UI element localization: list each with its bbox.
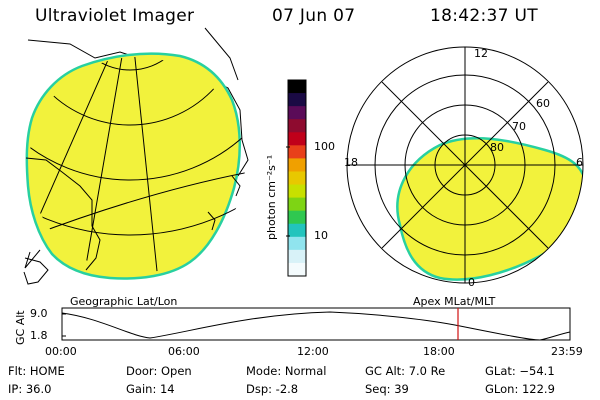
- colorbar-segment: [288, 93, 306, 107]
- alt-xtick-0600: 06:00: [168, 345, 200, 358]
- colorbar-tick-100: 100: [314, 140, 335, 153]
- colorbar-segment: [288, 236, 306, 251]
- colorbar-tick-10: 10: [314, 229, 328, 242]
- info-mode: Mode: Normal: [246, 364, 327, 378]
- colorbar-segment: [288, 106, 306, 120]
- mlat-label-60: 60: [536, 97, 550, 110]
- colorbar-segment: [288, 80, 306, 94]
- geographic-image: [23, 27, 249, 285]
- alt-ytick-1.8: 1.8: [30, 329, 48, 342]
- instrument-title: Ultraviolet Imager: [35, 6, 195, 26]
- colorbar-segment: [288, 132, 306, 146]
- polar-aurora-oval: [396, 136, 583, 281]
- info-seq: Seq: 39: [365, 382, 409, 396]
- mlt-label-12: 12: [474, 47, 488, 60]
- colorbar: [287, 79, 307, 277]
- mlat-label-70: 70: [512, 120, 526, 133]
- mlat-label-80: 80: [490, 141, 504, 154]
- colorbar-segment: [288, 171, 306, 186]
- alt-xtick-2359: 23:59: [551, 345, 583, 358]
- info-glon: GLon: 122.9: [485, 382, 555, 396]
- observation-time: 18:42:37 UT: [430, 6, 538, 26]
- altitude-plot: [61, 307, 571, 341]
- colorbar-segment: [288, 223, 306, 238]
- observation-date: 07 Jun 07: [272, 6, 356, 26]
- info-glat: GLat: −54.1: [485, 364, 555, 378]
- colorbar-segment: [288, 210, 306, 225]
- colorbar-segment: [288, 262, 306, 277]
- geo-aurora-emission: [25, 52, 241, 280]
- mlt-label-18: 18: [344, 156, 358, 169]
- info-dsp: Dsp: -2.8: [246, 382, 299, 396]
- mlt-label-0: 0: [468, 276, 475, 289]
- alt-ylabel: GC Alt: [14, 310, 27, 345]
- info-gain: Gain: 14: [126, 382, 175, 396]
- colorbar-segment: [288, 119, 306, 133]
- polar-grid: [346, 46, 584, 284]
- colorbar-segment: [288, 184, 306, 199]
- info-gc-alt: GC Alt: 7.0 Re: [365, 364, 446, 378]
- info-flt: Flt: HOME: [8, 364, 65, 378]
- alt-xtick-1200: 12:00: [297, 345, 329, 358]
- colorbar-unit-label: photon cm⁻²s⁻¹: [265, 154, 278, 240]
- mlt-label-6: 6: [576, 156, 583, 169]
- colorbar-segment: [288, 145, 306, 159]
- alt-ytick-9: 9.0: [30, 307, 48, 320]
- geo-panel-label: Geographic Lat/Lon: [70, 295, 178, 308]
- alt-xtick-0000: 00:00: [45, 345, 77, 358]
- colorbar-segment: [288, 249, 306, 264]
- alt-xtick-1800: 18:00: [423, 345, 455, 358]
- polar-panel-label: Apex MLat/MLT: [413, 295, 496, 308]
- info-door: Door: Open: [126, 364, 192, 378]
- colorbar-segment: [288, 158, 306, 172]
- colorbar-frame: [287, 79, 307, 277]
- colorbar-segment: [288, 197, 306, 212]
- info-ip: IP: 36.0: [8, 382, 52, 396]
